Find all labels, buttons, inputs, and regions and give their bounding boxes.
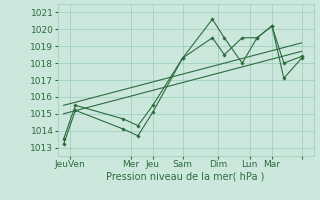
X-axis label: Pression niveau de la mer( hPa ): Pression niveau de la mer( hPa ) bbox=[107, 172, 265, 182]
